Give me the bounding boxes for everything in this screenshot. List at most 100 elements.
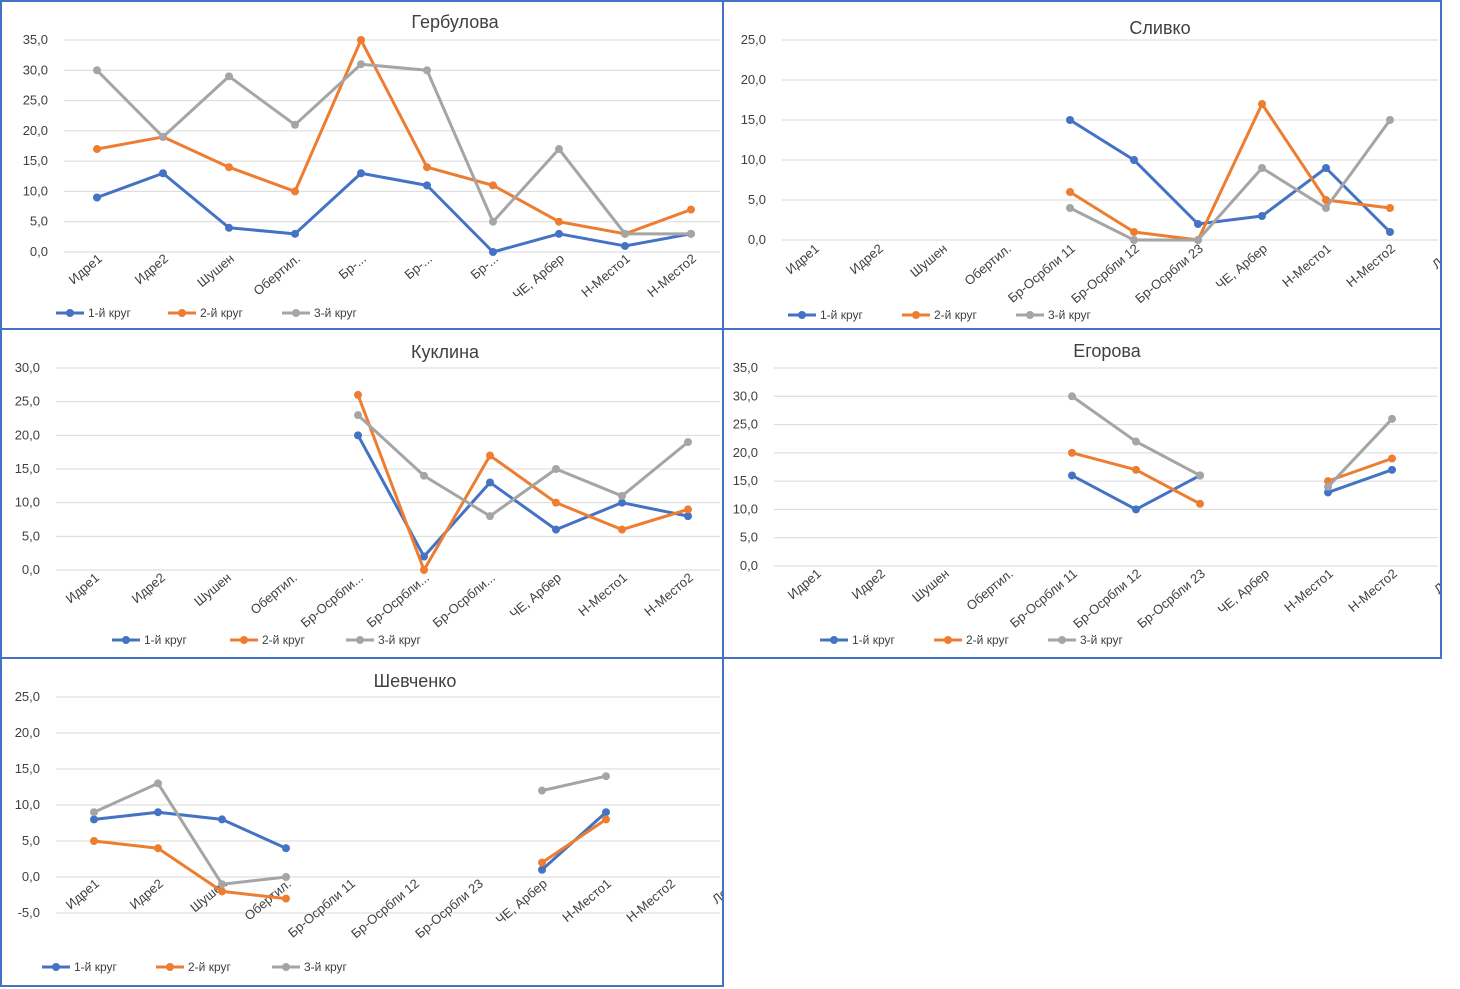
data-point [1388,454,1396,463]
y-tick-label: 5,0 [748,192,766,207]
data-point [218,887,226,896]
legend-label: 3-й круг [304,960,347,974]
y-tick-label: 15,0 [15,461,40,476]
data-point [555,229,563,238]
data-point [357,36,365,44]
series-line [1069,118,1392,234]
data-point [1132,465,1140,474]
x-tick-label: Бр-Осрбли 11 [285,876,358,941]
data-point [489,181,497,190]
y-tick-label: 35,0 [733,360,758,375]
data-point [420,552,428,561]
x-tick-label: Идре2 [847,241,886,277]
data-point [282,873,290,881]
y-tick-label: 0,0 [22,869,40,884]
series-line [96,171,692,254]
legend-label: 1-й круг [852,633,895,647]
y-tick-label: 10,0 [15,797,40,812]
y-tick-label: -5,0 [18,905,40,920]
legend-marker [178,309,186,317]
chart-svg: Шевченко -5,0 0,0 5,0 10,0 15,0 20,0 25,0 Идре1 И… [15,671,722,974]
data-point [684,438,692,447]
x-tick-label: Бр-Осрбли... [430,570,498,631]
x-tick-label: Бр-Осрбли 11 [1005,241,1078,306]
x-tick-label: Ленц [1429,240,1440,271]
data-point [423,181,431,190]
x-tick-label: Идре1 [785,566,824,602]
x-tick-label: Обертил. [250,251,303,298]
chart-panel-slivko: Сливко 0,0 5,0 10,0 15,0 20,0 25,0 Идре1 Идре2 Шу… [722,0,1442,330]
data-point [1068,471,1076,480]
legend-label: 3-й круг [378,633,421,647]
y-tick-label: 20,0 [741,72,766,87]
data-point [538,858,546,867]
data-point [159,132,167,141]
y-tick-label: 15,0 [733,473,758,488]
data-point [90,837,98,845]
x-tick-label: Н-Место1 [1279,241,1334,290]
x-tick-label: Н-Место1 [559,876,614,925]
x-tick-label: Бр-... [402,251,435,282]
data-point [291,229,299,238]
data-point [225,163,233,172]
x-tick-label: Идре2 [127,876,166,912]
legend-marker [798,311,806,319]
data-point [1130,236,1138,244]
data-point [354,431,362,440]
x-tick-label: Идре1 [63,570,102,606]
x-tick-label: Шушен [909,566,952,605]
data-point [1322,196,1330,204]
x-tick-label: Бр-Осрбли 12 [1070,566,1144,631]
y-tick-label: 20,0 [15,725,40,740]
x-tick-label: ЧЕ, Арбер [1213,241,1270,292]
legend-marker [830,636,838,644]
chart-plot: Шевченко -5,0 0,0 5,0 10,0 15,0 20,0 25,0 Идре1 И… [15,671,722,974]
data-point [618,525,626,534]
data-point [1130,156,1138,164]
data-point [555,145,563,154]
data-point [1194,236,1202,244]
series-line [356,414,689,518]
data-point [1324,482,1332,491]
x-tick-label: Обертил. [961,241,1014,288]
x-tick-label: Н-Место2 [1345,566,1400,615]
x-tick-label: Бр-Осрбли... [364,570,432,631]
chart-title: Сливко [1129,18,1190,38]
legend-marker [1026,311,1034,319]
series-line [93,781,287,886]
y-tick-label: 25,0 [15,394,40,409]
chart-plot: Егорова 0,0 5,0 10,0 15,0 20,0 25,0 30,0 35,0 Идр… [733,341,1440,647]
x-tick-label: Идре1 [783,241,822,277]
data-point [225,72,233,81]
series-line [1069,119,1392,242]
legend-label: 2-й круг [262,633,305,647]
chart-svg: Гербулова 0,0 5,0 10,0 15,0 20,0 25,0 30,0 35,0 И… [23,12,720,320]
x-tick-label: Бр-Осрбли... [298,570,366,631]
data-point [1258,212,1266,220]
data-point [555,217,563,226]
y-tick-label: 25,0 [15,689,40,704]
y-tick-label: 30,0 [733,388,758,403]
x-tick-label: Бр-Осрбли 23 [412,876,486,941]
legend-label: 2-й круг [188,960,231,974]
x-tick-label: Шушен [907,241,950,280]
data-point [1388,465,1396,474]
data-point [538,786,546,795]
x-tick-label: Идре1 [66,251,105,287]
data-point [154,808,162,817]
y-tick-label: 10,0 [741,152,766,167]
data-point [1322,164,1330,172]
data-point [1068,392,1076,401]
series-line [93,839,287,901]
data-point [423,66,431,75]
data-point [282,844,290,853]
series-line [356,434,689,559]
data-point [1258,100,1266,108]
data-point [282,894,290,903]
data-point [357,169,365,178]
legend-marker [1058,636,1066,644]
x-tick-label: Обертил. [963,566,1016,613]
data-point [291,120,299,129]
legend-marker [944,636,952,644]
y-tick-label: 25,0 [733,417,758,432]
